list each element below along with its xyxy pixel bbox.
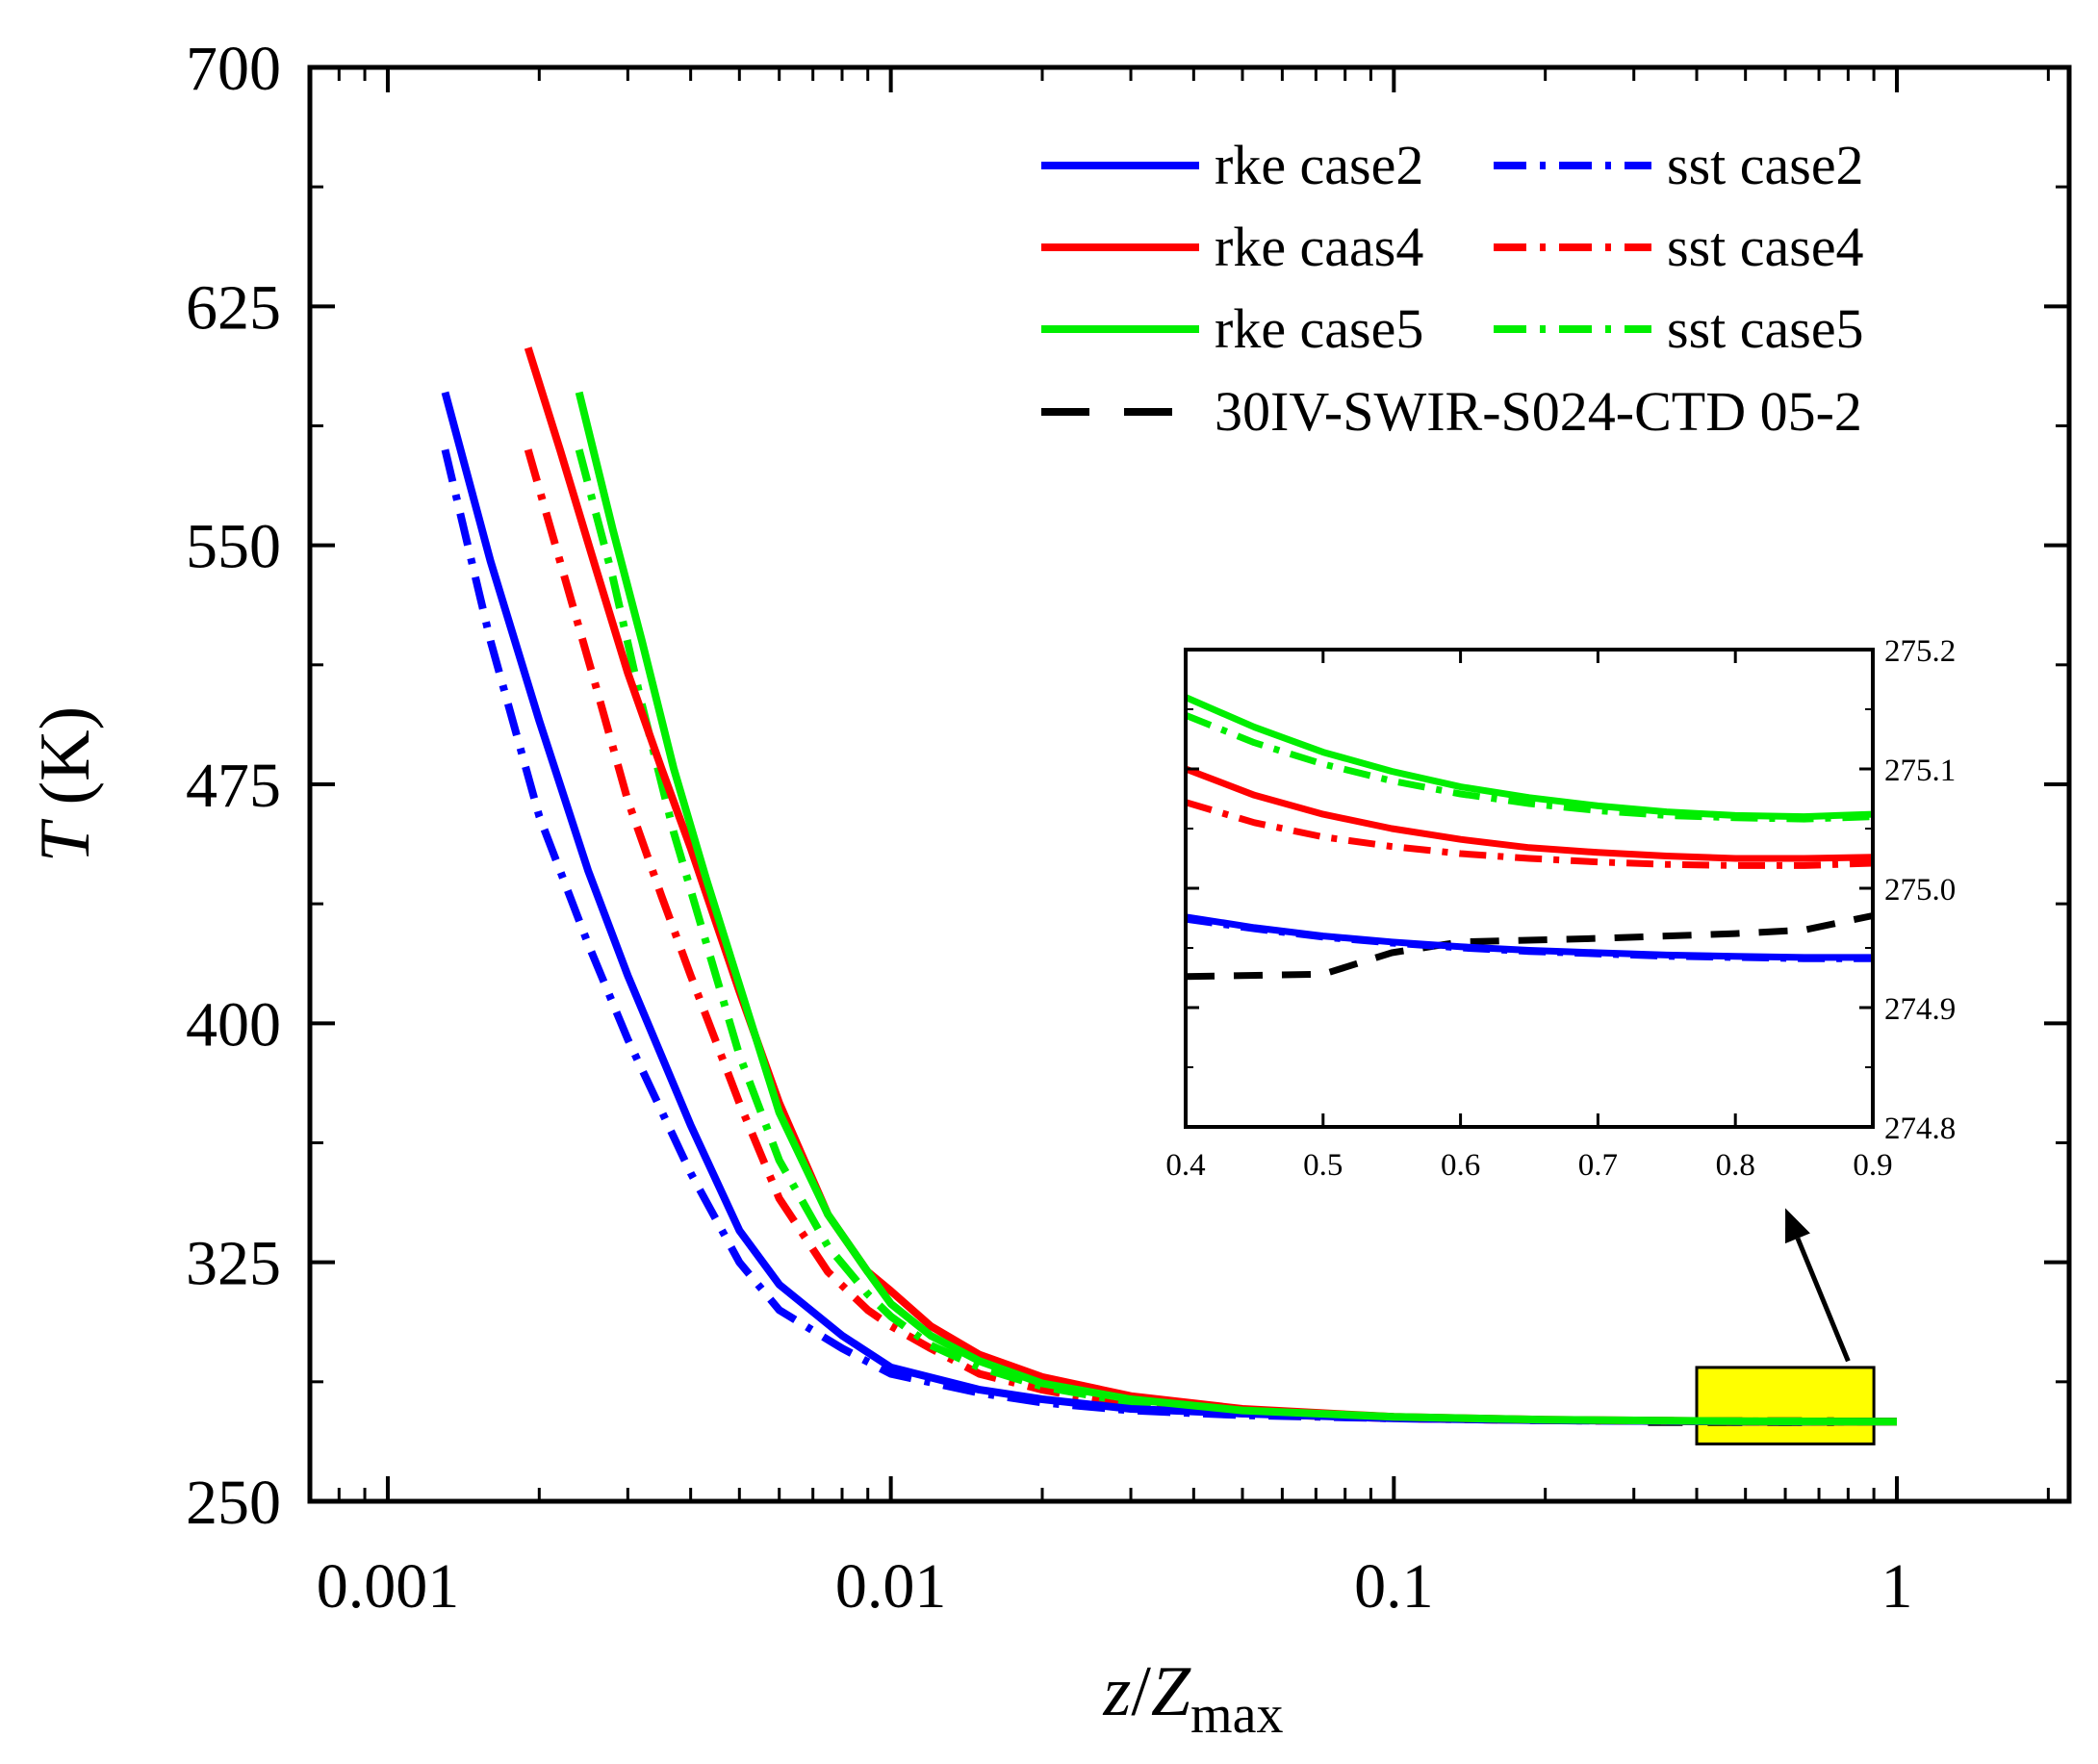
inset-background [1186,650,1873,1127]
legend-label: rke case5 [1215,297,1423,360]
y-tick-label: 325 [186,1229,281,1299]
x-tick-label: 0.1 [1354,1551,1434,1622]
x-tick-label: 0.01 [835,1551,947,1622]
y-tick-label: 550 [186,512,281,582]
inset-line-rke-case2 [1185,913,1873,961]
legend-label: sst case2 [1667,134,1864,196]
legend: rke case2 sst case2 rke caas4 sst case4 rke … [1041,134,1864,443]
legend-label: 30IV-SWIR-S024-CTD 05-2 [1215,380,1862,443]
series-line-rke-case5 [575,391,1898,1426]
inset-x-tick-label: 0.4 [1165,1148,1205,1183]
inset-y-tick-label: 274.9 [1884,992,1956,1027]
inset-y-tick-labels: 274.8 274.9 275.0 275.1 275.2 [1884,634,1956,1146]
legend-label: sst case4 [1667,216,1864,278]
x-axis-base: z [1103,1652,1132,1731]
inset-line-sst-case5 [1184,711,1874,823]
zoom-arrow [1795,1237,1851,1363]
legend-label: sst case5 [1667,297,1864,360]
inset-y-tick-label: 275.1 [1884,754,1956,788]
y-axis-unit: (K) [26,706,105,805]
y-tick-label: 625 [186,272,281,343]
y-tick-label: 475 [186,751,281,821]
inset-x-tick-label: 0.5 [1303,1148,1343,1183]
legend-label: rke case2 [1215,134,1423,196]
inset-ticks [1184,648,1875,1129]
inset-x-tick-label: 0.6 [1441,1148,1480,1183]
inset-line-30iv-swir-s024-ctd-05-2 [1185,912,1874,981]
inset-x-tick-label: 0.9 [1853,1148,1892,1183]
y-tick-label: 400 [186,989,281,1060]
x-axis-main: Z [1151,1652,1191,1731]
inset-y-tick-label: 274.8 [1884,1112,1956,1146]
inset-line-rke-case5 [1184,694,1874,821]
x-axis-sub: max [1190,1685,1283,1745]
x-tick-label: 1 [1881,1551,1913,1622]
y-axis-var: T [26,818,105,862]
y-axis-title: T (K) [26,706,105,862]
y-tick-label: 250 [186,1468,281,1538]
inset-x-tick-label: 0.7 [1578,1148,1618,1183]
inset-series [1184,694,1874,981]
axis-ticks [308,65,2069,1503]
legend-label: rke caas4 [1215,216,1423,278]
inset-y-tick-label: 275.0 [1884,873,1956,908]
zoom-highlight-box [1695,1366,1876,1445]
x-axis-title: z/Zmax [1103,1652,1284,1745]
inset-line-sst-case4 [1185,799,1874,869]
inset-x-tick-label: 0.8 [1716,1148,1755,1183]
x-axis-slash: / [1131,1652,1151,1731]
inset-y-tick-label: 275.2 [1884,634,1956,669]
x-tick-labels: 0.001 0.01 0.1 1 [317,1551,1913,1622]
y-tick-labels: 250 325 400 475 550 625 700 [186,34,281,1538]
inset-line-rke-caas4 [1184,765,1874,862]
x-tick-label: 0.001 [317,1551,460,1622]
y-tick-label: 700 [186,34,281,104]
zoom-arrow-head [1785,1208,1810,1244]
inset-x-tick-labels: 0.4 0.5 0.6 0.7 0.8 0.9 [1165,1148,1892,1183]
inset-chart: 0.4 0.5 0.6 0.7 0.8 0.9 274.8274.9275.0275.12… [1165,634,1956,1183]
main-series [441,346,1898,1426]
